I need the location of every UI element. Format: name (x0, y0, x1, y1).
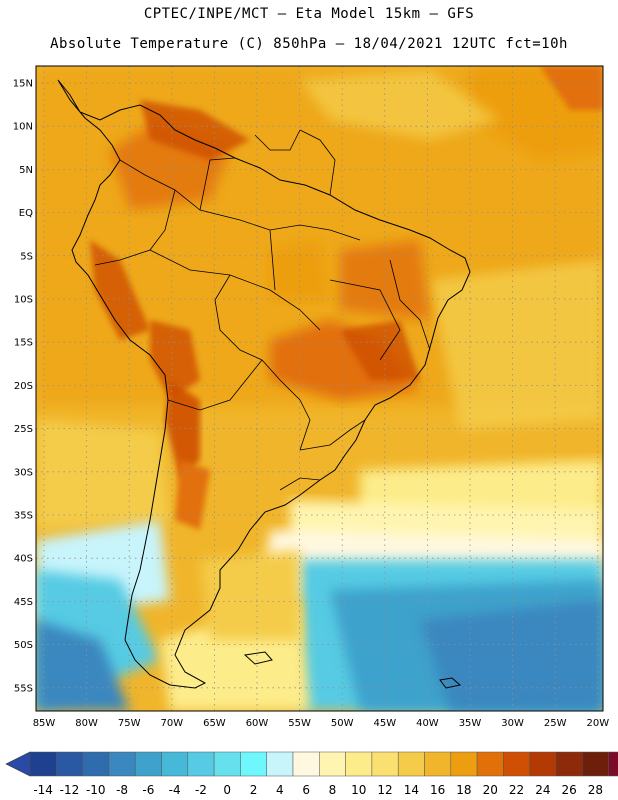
lon-label: 55W (288, 718, 311, 729)
color-scale-box (82, 751, 110, 777)
color-scale-label: 28 (588, 783, 603, 797)
color-scale-label: -4 (169, 783, 181, 797)
color-scale-label: -12 (60, 783, 80, 797)
lon-label: 75W (118, 718, 141, 729)
lon-label: 40W (416, 718, 439, 729)
color-scale-label: 6 (302, 783, 310, 797)
color-scale-box (161, 751, 189, 777)
lon-label: 85W (33, 718, 56, 729)
lon-label: 60W (246, 718, 269, 729)
color-scale-under-arrow (5, 751, 31, 777)
color-scale-box (371, 751, 399, 777)
lat-label: 5S (20, 251, 33, 262)
lat-label: 15S (14, 338, 33, 349)
color-scale-box (213, 751, 241, 777)
lat-label: 50S (14, 640, 33, 651)
color-scale-box (450, 751, 478, 777)
lon-label: 45W (373, 718, 396, 729)
lon-label: 20W (586, 718, 609, 729)
color-scale-box (582, 751, 609, 777)
lon-label: 30W (501, 718, 524, 729)
lat-label: 35S (14, 511, 33, 522)
color-scale-label: 18 (456, 783, 471, 797)
temperature-map: 15N 10N 5N EQ 5S 10S 15S 20S 25S 30S 35S 40S 45S 50S 5… (13, 65, 610, 729)
color-scale-label: 24 (535, 783, 550, 797)
color-scale-box (608, 751, 618, 777)
lat-label: 10N (13, 122, 33, 133)
color-scale-box (240, 751, 267, 777)
color-scale-label: 20 (483, 783, 498, 797)
lon-label: 50W (331, 718, 354, 729)
color-scale-label: 16 (430, 783, 445, 797)
color-scale-label: -6 (142, 783, 154, 797)
lon-label: 70W (160, 718, 183, 729)
color-scale: -14 -12 -10 -8 -6 -4 -2 0 2 4 6 8 10 12 14 16 18 20 22 24 26… (5, 751, 618, 797)
lat-label: 25S (14, 424, 33, 435)
color-scale-label: 26 (562, 783, 577, 797)
color-scale-box (397, 751, 425, 777)
color-scale-label: -8 (116, 783, 128, 797)
color-scale-box (476, 751, 504, 777)
lat-label: 20S (14, 381, 33, 392)
color-scale-box (424, 751, 452, 777)
lat-label: 5N (19, 165, 33, 176)
color-scale-boxes (5, 751, 618, 777)
coastline (57, 79, 471, 689)
color-scale-label: -14 (33, 783, 53, 797)
color-scale-box (134, 751, 162, 777)
color-scale-label: 4 (276, 783, 284, 797)
color-scale-label: 14 (404, 783, 419, 797)
color-scale-box (529, 751, 557, 777)
country-borders (94, 129, 431, 491)
color-scale-label: 8 (329, 783, 337, 797)
longitude-labels: 85W 80W 75W 70W 65W 60W 55W 50W 45W 40W 35W 30W 25W 2… (33, 718, 610, 729)
lon-label: 35W (459, 718, 482, 729)
lon-label: 80W (75, 718, 98, 729)
color-scale-box (56, 751, 83, 777)
lat-label: 30S (14, 467, 33, 478)
color-scale-box (266, 751, 294, 777)
lat-label: 15N (13, 79, 33, 90)
lon-label: 25W (544, 718, 567, 729)
color-scale-label: -2 (195, 783, 207, 797)
color-scale-label: 0 (223, 783, 231, 797)
color-scale-box (108, 751, 136, 777)
map-frame (35, 65, 604, 712)
color-scale-box (555, 751, 583, 777)
color-scale-box (503, 751, 530, 777)
color-scale-label: -10 (86, 783, 106, 797)
color-scale-label: 12 (377, 783, 392, 797)
color-scale-label: 10 (351, 783, 366, 797)
color-scale-box (29, 751, 57, 777)
color-scale-box (319, 751, 346, 777)
lat-label: 55S (14, 683, 33, 694)
title-line-1: CPTEC/INPE/MCT – Eta Model 15km – GFS (143, 6, 475, 22)
lat-label: 40S (14, 554, 33, 565)
latitude-labels: 15N 10N 5N EQ 5S 10S 15S 20S 25S 30S 35S 40S 45S 50S 5… (13, 79, 33, 695)
color-scale-box (345, 751, 373, 777)
title-line-2: Absolute Temperature (C) 850hPa – 18/04/… (50, 36, 568, 52)
lat-label: 45S (14, 597, 33, 608)
color-scale-box (292, 751, 320, 777)
lat-label: 10S (14, 295, 33, 306)
temperature-field (36, 66, 603, 711)
lat-label: EQ (19, 208, 33, 219)
lon-label: 65W (203, 718, 226, 729)
color-scale-label: 22 (509, 783, 524, 797)
color-scale-label: 2 (250, 783, 258, 797)
color-scale-labels: -14 -12 -10 -8 -6 -4 -2 0 2 4 6 8 10 12 14 16 18 20 22 24 26… (33, 783, 603, 797)
color-scale-box (187, 751, 215, 777)
